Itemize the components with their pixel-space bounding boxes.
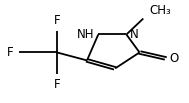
Text: F: F [54, 78, 60, 91]
Text: NH: NH [77, 28, 94, 41]
Text: F: F [54, 13, 60, 27]
Text: O: O [170, 52, 179, 65]
Text: N: N [130, 28, 139, 41]
Text: F: F [7, 46, 14, 59]
Text: CH₃: CH₃ [149, 4, 171, 17]
